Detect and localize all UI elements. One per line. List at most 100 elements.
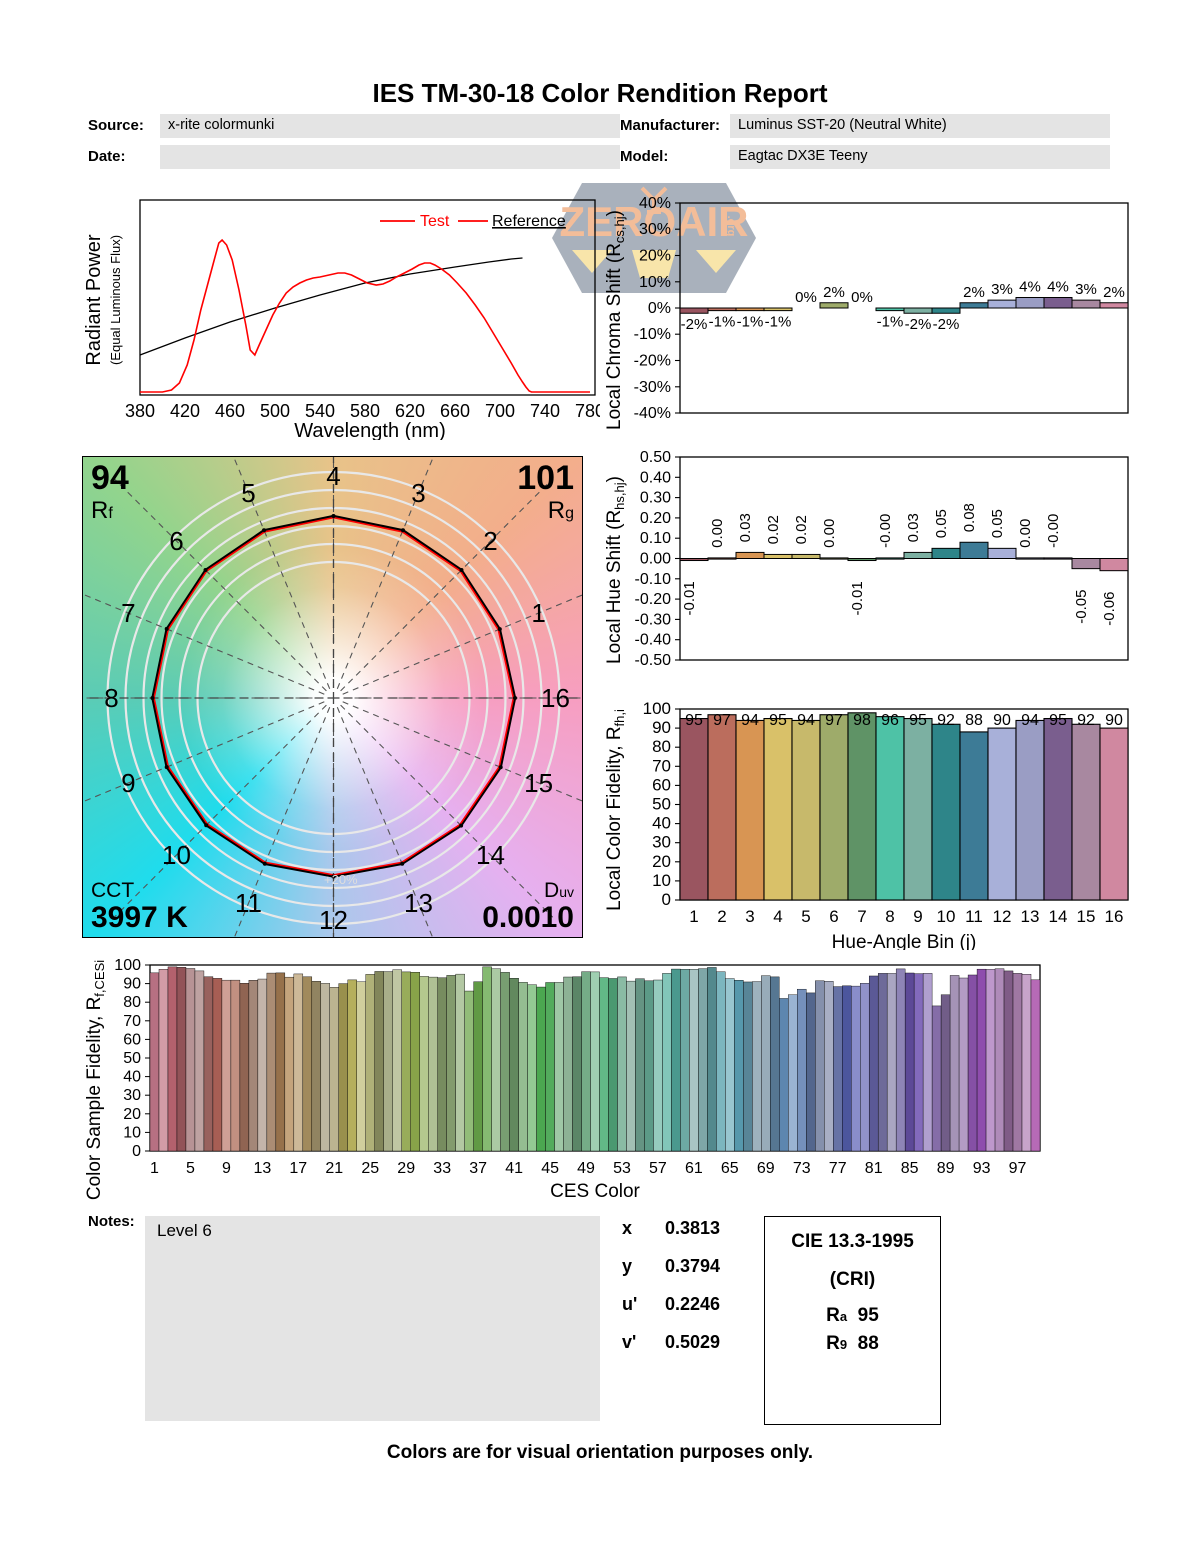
- svg-text:0.00: 0.00: [709, 519, 726, 548]
- svg-text:94: 94: [1021, 712, 1039, 729]
- svg-text:Wavelength (nm): Wavelength (nm): [294, 420, 446, 440]
- svg-text:12: 12: [993, 907, 1012, 926]
- svg-text:Radiant Power: Radiant Power: [83, 234, 105, 366]
- svg-text:60: 60: [123, 1031, 141, 1048]
- svg-text:620: 620: [395, 401, 425, 421]
- svg-text:460: 460: [215, 401, 245, 421]
- svg-text:-0.20: -0.20: [635, 591, 672, 608]
- svg-text:11: 11: [235, 888, 262, 918]
- svg-text:(Equal Luminous Flux): (Equal Luminous Flux): [108, 235, 123, 365]
- svg-text:25: 25: [361, 1160, 379, 1177]
- svg-text:30%: 30%: [639, 221, 671, 238]
- svg-text:45: 45: [541, 1160, 559, 1177]
- svg-text:61: 61: [685, 1160, 703, 1177]
- svg-text:8: 8: [104, 683, 118, 713]
- svg-text:10: 10: [123, 1124, 141, 1141]
- svg-text:16: 16: [1105, 907, 1124, 926]
- svg-text:6: 6: [829, 907, 838, 926]
- svg-text:Reference: Reference: [492, 213, 566, 230]
- svg-text:20: 20: [652, 852, 671, 871]
- svg-text:10: 10: [652, 871, 671, 890]
- svg-text:0.00: 0.00: [1017, 519, 1034, 548]
- svg-text:80: 80: [123, 994, 141, 1011]
- svg-text:10%: 10%: [639, 274, 671, 291]
- svg-text:92: 92: [1077, 712, 1095, 729]
- svg-text:0.00: 0.00: [821, 519, 838, 548]
- svg-text:81: 81: [865, 1160, 883, 1177]
- svg-text:88: 88: [965, 712, 983, 729]
- svg-text:0: 0: [132, 1143, 141, 1160]
- svg-text:Local Chroma Shift (Rcs,hj): Local Chroma Shift (Rcs,hj): [604, 210, 627, 430]
- svg-text:90: 90: [123, 976, 141, 993]
- svg-text:41: 41: [505, 1160, 523, 1177]
- svg-text:13: 13: [404, 888, 433, 918]
- svg-text:0: 0: [662, 890, 671, 909]
- svg-text:95: 95: [769, 712, 787, 729]
- svg-text:30: 30: [652, 833, 671, 852]
- svg-text:0.02: 0.02: [765, 515, 782, 544]
- svg-text:-1%: -1%: [709, 314, 736, 331]
- svg-text:97: 97: [1009, 1160, 1027, 1177]
- svg-text:69: 69: [757, 1160, 775, 1177]
- svg-text:-0.00: -0.00: [1045, 514, 1062, 548]
- svg-text:80: 80: [652, 737, 671, 756]
- svg-text:97: 97: [713, 712, 731, 729]
- svg-text:95: 95: [685, 712, 703, 729]
- svg-text:1: 1: [689, 907, 698, 926]
- svg-text:97: 97: [825, 712, 843, 729]
- svg-text:30: 30: [123, 1087, 141, 1104]
- svg-text:0.40: 0.40: [640, 469, 671, 486]
- svg-text:95: 95: [1049, 712, 1067, 729]
- svg-text:9: 9: [913, 907, 922, 926]
- svg-text:89: 89: [937, 1160, 955, 1177]
- svg-text:57: 57: [649, 1160, 667, 1177]
- svg-text:70: 70: [652, 756, 671, 775]
- svg-text:40: 40: [123, 1069, 141, 1086]
- svg-text:4: 4: [773, 907, 782, 926]
- svg-text:-20%: -20%: [634, 353, 671, 370]
- svg-text:0.30: 0.30: [640, 490, 671, 507]
- svg-text:-0.01: -0.01: [681, 581, 698, 615]
- svg-text:3: 3: [411, 478, 425, 508]
- svg-text:3%: 3%: [991, 281, 1013, 298]
- svg-text:0.50: 0.50: [640, 449, 671, 466]
- svg-text:4%: 4%: [1019, 279, 1041, 296]
- svg-text:1: 1: [150, 1160, 159, 1177]
- svg-text:5: 5: [801, 907, 810, 926]
- svg-text:70: 70: [123, 1013, 141, 1030]
- svg-text:-0.01: -0.01: [849, 581, 866, 615]
- svg-text:15: 15: [524, 768, 553, 798]
- svg-text:0.08: 0.08: [961, 503, 978, 532]
- svg-text:6: 6: [169, 526, 183, 556]
- svg-text:60: 60: [652, 775, 671, 794]
- svg-text:8: 8: [885, 907, 894, 926]
- svg-text:40%: 40%: [639, 195, 671, 212]
- svg-text:21: 21: [325, 1160, 343, 1177]
- svg-text:40: 40: [652, 814, 671, 833]
- svg-text:5: 5: [186, 1160, 195, 1177]
- svg-text:580: 580: [350, 401, 380, 421]
- svg-text:90: 90: [1105, 712, 1123, 729]
- svg-text:4%: 4%: [1047, 279, 1069, 296]
- svg-text:Local Hue Shift (Rhs,hj): Local Hue Shift (Rhs,hj): [604, 476, 627, 664]
- svg-text:0%: 0%: [851, 289, 873, 306]
- svg-text:540: 540: [305, 401, 335, 421]
- svg-text:14: 14: [476, 840, 505, 870]
- svg-text:420: 420: [170, 401, 200, 421]
- svg-text:7: 7: [857, 907, 866, 926]
- svg-text:-1%: -1%: [877, 314, 904, 331]
- svg-text:2: 2: [717, 907, 726, 926]
- svg-text:-2%: -2%: [933, 316, 960, 333]
- svg-text:29: 29: [397, 1160, 415, 1177]
- svg-text:90: 90: [993, 712, 1011, 729]
- svg-text:49: 49: [577, 1160, 595, 1177]
- svg-text:2%: 2%: [1103, 284, 1125, 301]
- svg-text:98: 98: [853, 712, 871, 729]
- svg-text:20%: 20%: [639, 248, 671, 265]
- svg-text:2%: 2%: [823, 284, 845, 301]
- svg-text:-1%: -1%: [765, 314, 792, 331]
- svg-text:11: 11: [965, 907, 983, 926]
- svg-text:94: 94: [741, 712, 759, 729]
- svg-text:10: 10: [162, 840, 191, 870]
- svg-text:90: 90: [652, 718, 671, 737]
